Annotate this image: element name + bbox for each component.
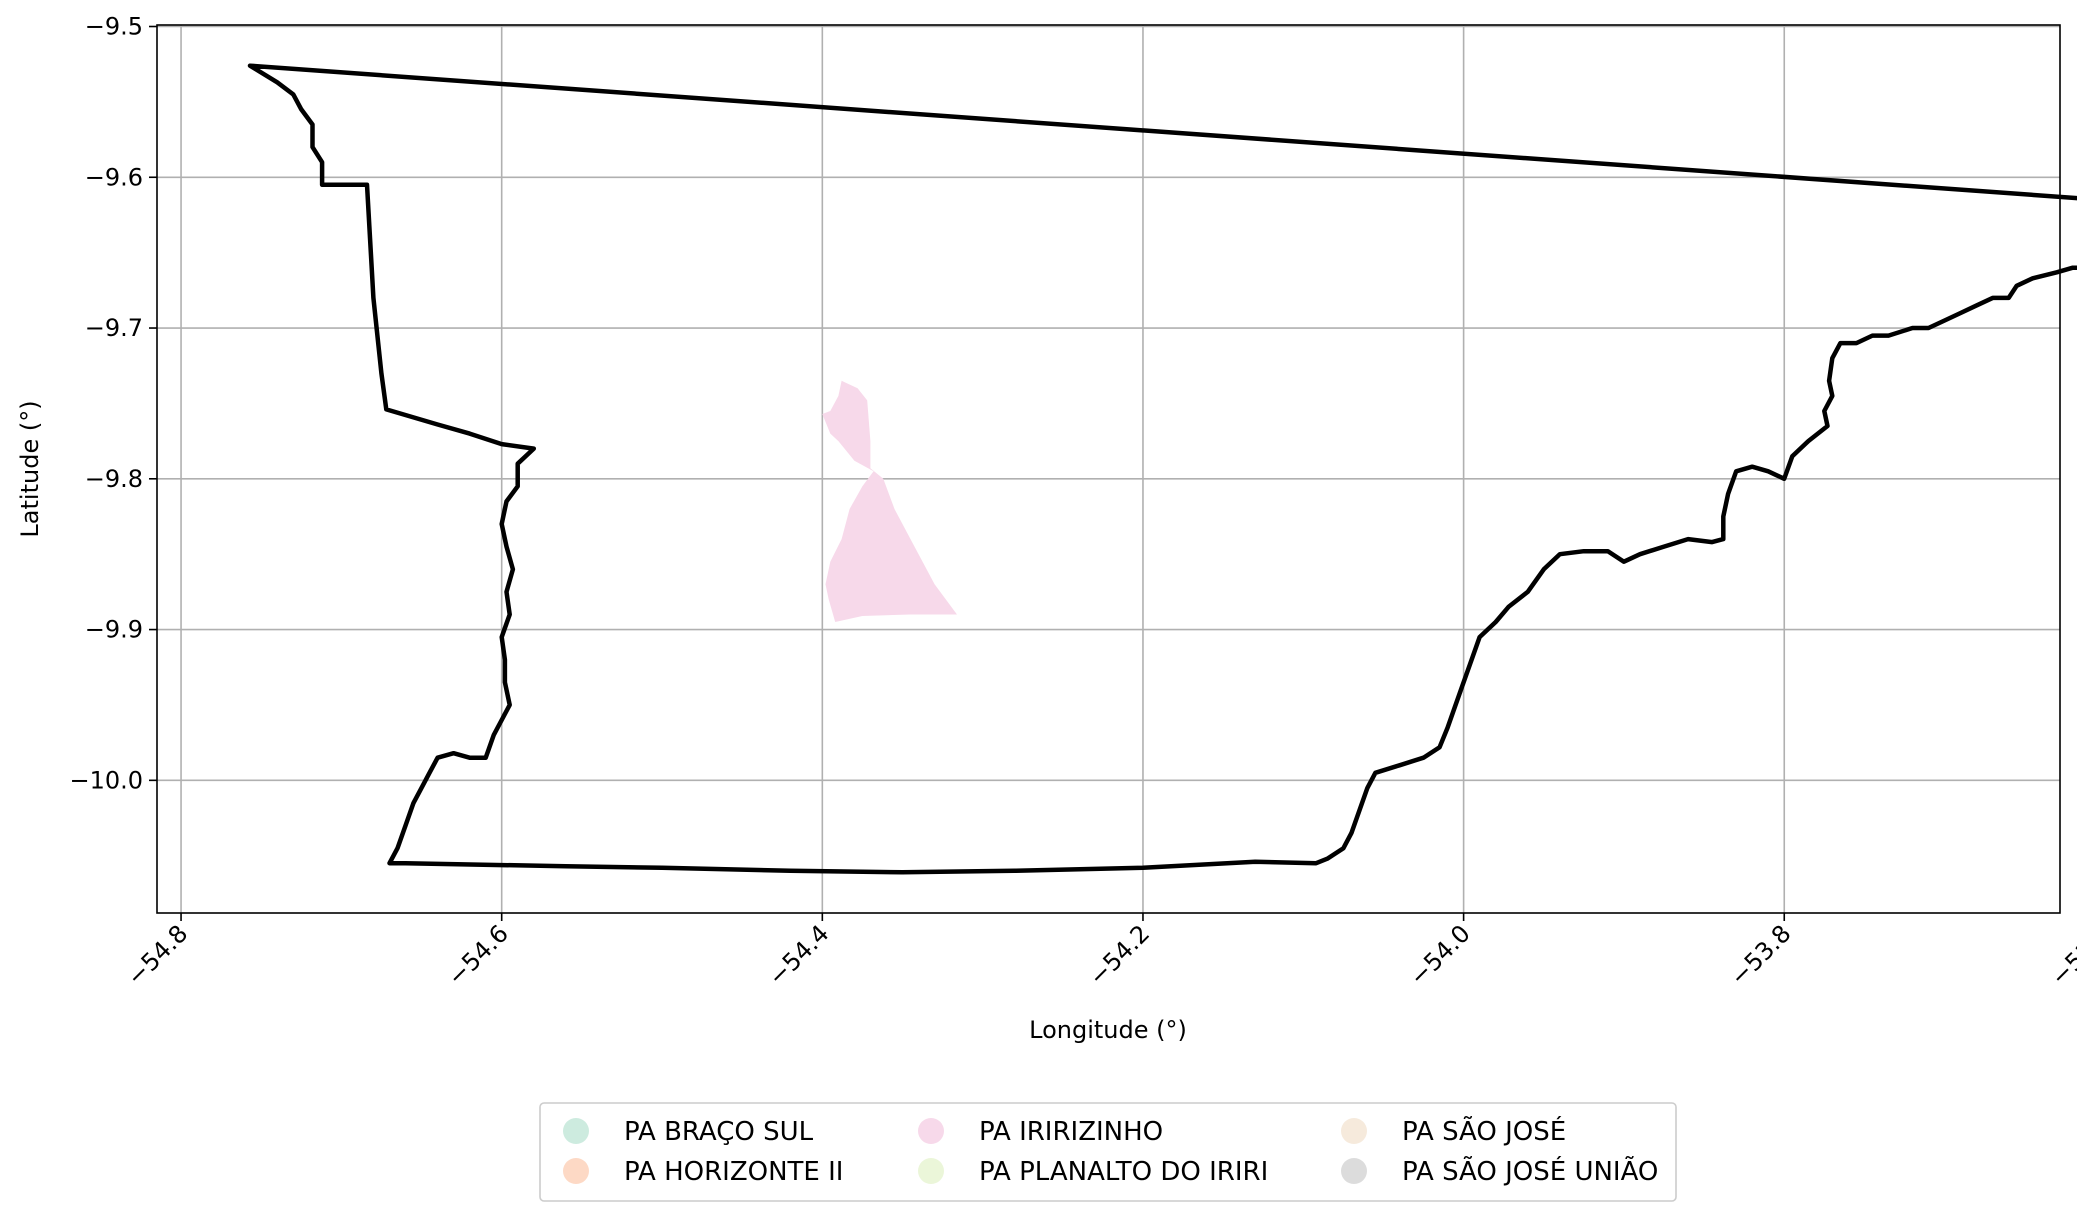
- legend-marker: [1341, 1158, 1367, 1184]
- legend-marker: [563, 1118, 589, 1144]
- y-tick-label: −9.9: [85, 616, 143, 644]
- legend-label: PA SÃO JOSÉ UNIÃO: [1402, 1155, 1658, 1187]
- y-tick-label: −10.0: [69, 766, 143, 794]
- plot-frame: [156, 24, 2061, 914]
- municipality-boundary: [247, 63, 2077, 875]
- legend-marker: [1341, 1118, 1367, 1144]
- legend-marker: [918, 1158, 944, 1184]
- legend-label: PA PLANALTO DO IRIRI: [979, 1157, 1268, 1187]
- y-axis-label: Latitude (°): [16, 400, 44, 537]
- y-tick-label: −9.8: [85, 465, 143, 493]
- legend-label: PA BRAÇO SUL: [624, 1117, 814, 1147]
- legend: PA BRAÇO SUL PA HORIZONTE II PA IRIRIZINHO…: [539, 1102, 1677, 1202]
- area-pa-iririzinho: [822, 380, 957, 622]
- legend-label: PA SÃO JOSÉ: [1402, 1115, 1566, 1147]
- legend-frame: [539, 1102, 1677, 1202]
- x-axis-label: Longitude (°): [1029, 1016, 1187, 1044]
- legend-marker: [563, 1158, 589, 1184]
- legend-marker: [918, 1118, 944, 1144]
- grid-lines: [157, 25, 2060, 913]
- settlement-areas: [822, 380, 957, 622]
- boundary-line: [247, 63, 2077, 875]
- y-tick-label: −9.7: [85, 314, 143, 342]
- legend-label: PA IRIRIZINHO: [979, 1117, 1163, 1147]
- y-tick-label: −9.5: [85, 13, 143, 41]
- legend-label: PA HORIZONTE II: [624, 1157, 843, 1187]
- y-tick-label: −9.6: [85, 163, 143, 191]
